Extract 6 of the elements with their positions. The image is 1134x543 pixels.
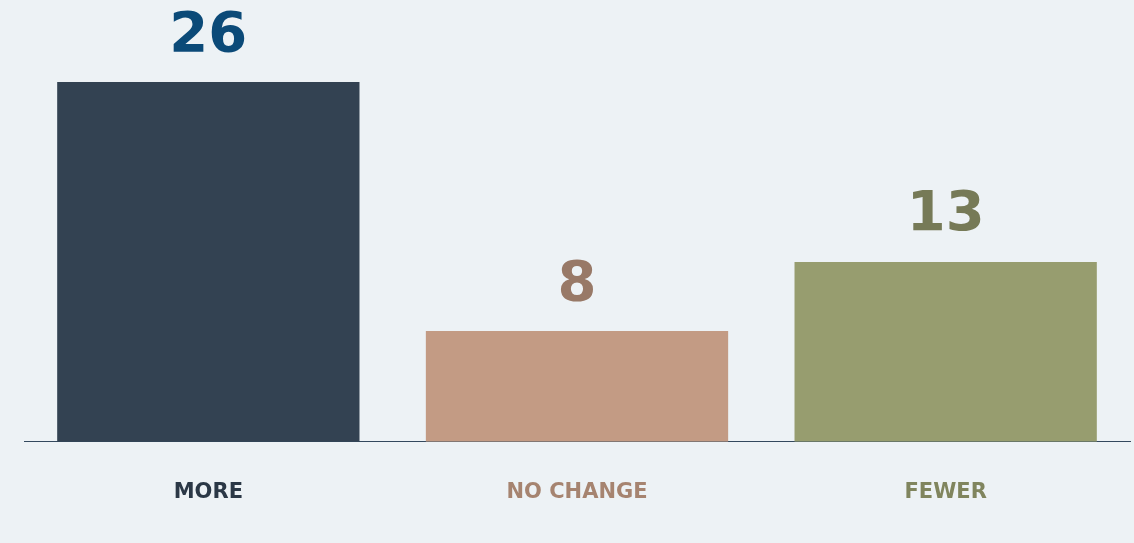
data-label: 13 xyxy=(906,178,985,244)
data-label: 8 xyxy=(557,247,597,313)
x-tick-label: MORE xyxy=(173,478,243,503)
x-tick-label: NO CHANGE xyxy=(506,478,648,503)
data-label: 26 xyxy=(169,0,248,64)
x-tick-label: FEWER xyxy=(904,478,987,503)
